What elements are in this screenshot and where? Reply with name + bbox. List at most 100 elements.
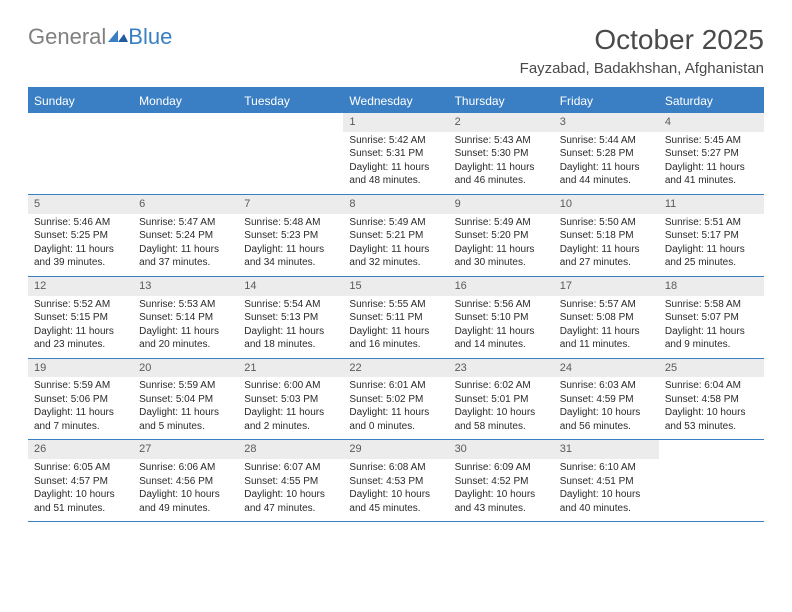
header: General Blue October 2025 Fayzabad, Bada… bbox=[28, 24, 764, 77]
calendar-cell: 5Sunrise: 5:46 AMSunset: 5:25 PMDaylight… bbox=[28, 195, 133, 276]
page-title: October 2025 bbox=[520, 24, 764, 56]
day-info: Sunrise: 5:55 AMSunset: 5:11 PMDaylight:… bbox=[343, 296, 448, 358]
calendar-cell: 17Sunrise: 5:57 AMSunset: 5:08 PMDayligh… bbox=[554, 277, 659, 358]
day-number: 26 bbox=[28, 440, 133, 459]
calendar-cell: 7Sunrise: 5:48 AMSunset: 5:23 PMDaylight… bbox=[238, 195, 343, 276]
calendar-cell: 18Sunrise: 5:58 AMSunset: 5:07 PMDayligh… bbox=[659, 277, 764, 358]
day-number: 5 bbox=[28, 195, 133, 214]
day-number: 16 bbox=[449, 277, 554, 296]
day-number: 2 bbox=[449, 113, 554, 132]
day-number: 30 bbox=[449, 440, 554, 459]
day-number: 4 bbox=[659, 113, 764, 132]
calendar-cell: 22Sunrise: 6:01 AMSunset: 5:02 PMDayligh… bbox=[343, 359, 448, 440]
day-number: 20 bbox=[133, 359, 238, 378]
day-info: Sunrise: 6:08 AMSunset: 4:53 PMDaylight:… bbox=[343, 459, 448, 521]
day-number: 12 bbox=[28, 277, 133, 296]
page-subtitle: Fayzabad, Badakhshan, Afghanistan bbox=[520, 60, 764, 77]
calendar-cell: 29Sunrise: 6:08 AMSunset: 4:53 PMDayligh… bbox=[343, 440, 448, 521]
day-number: 29 bbox=[343, 440, 448, 459]
calendar-cell: 1Sunrise: 5:42 AMSunset: 5:31 PMDaylight… bbox=[343, 113, 448, 194]
day-info: Sunrise: 5:49 AMSunset: 5:20 PMDaylight:… bbox=[449, 214, 554, 276]
calendar-cell bbox=[659, 440, 764, 521]
calendar-cell: 8Sunrise: 5:49 AMSunset: 5:21 PMDaylight… bbox=[343, 195, 448, 276]
day-info: Sunrise: 5:47 AMSunset: 5:24 PMDaylight:… bbox=[133, 214, 238, 276]
day-number: 7 bbox=[238, 195, 343, 214]
day-number: 9 bbox=[449, 195, 554, 214]
day-number: 6 bbox=[133, 195, 238, 214]
calendar-cell: 28Sunrise: 6:07 AMSunset: 4:55 PMDayligh… bbox=[238, 440, 343, 521]
day-number: 18 bbox=[659, 277, 764, 296]
day-info: Sunrise: 6:06 AMSunset: 4:56 PMDaylight:… bbox=[133, 459, 238, 521]
day-header: Sunday bbox=[28, 89, 133, 113]
calendar-cell: 13Sunrise: 5:53 AMSunset: 5:14 PMDayligh… bbox=[133, 277, 238, 358]
day-number: 15 bbox=[343, 277, 448, 296]
logo: General Blue bbox=[28, 24, 172, 50]
calendar-cell: 24Sunrise: 6:03 AMSunset: 4:59 PMDayligh… bbox=[554, 359, 659, 440]
calendar-week: 5Sunrise: 5:46 AMSunset: 5:25 PMDaylight… bbox=[28, 195, 764, 277]
day-number: 27 bbox=[133, 440, 238, 459]
calendar-cell: 26Sunrise: 6:05 AMSunset: 4:57 PMDayligh… bbox=[28, 440, 133, 521]
calendar-cell: 3Sunrise: 5:44 AMSunset: 5:28 PMDaylight… bbox=[554, 113, 659, 194]
calendar-cell bbox=[238, 113, 343, 194]
day-number: 21 bbox=[238, 359, 343, 378]
day-number: 17 bbox=[554, 277, 659, 296]
calendar-cell bbox=[133, 113, 238, 194]
calendar-cell: 27Sunrise: 6:06 AMSunset: 4:56 PMDayligh… bbox=[133, 440, 238, 521]
day-number: 10 bbox=[554, 195, 659, 214]
day-header: Saturday bbox=[659, 89, 764, 113]
day-headers-row: SundayMondayTuesdayWednesdayThursdayFrid… bbox=[28, 89, 764, 113]
calendar-cell: 23Sunrise: 6:02 AMSunset: 5:01 PMDayligh… bbox=[449, 359, 554, 440]
day-info: Sunrise: 5:46 AMSunset: 5:25 PMDaylight:… bbox=[28, 214, 133, 276]
day-number: 28 bbox=[238, 440, 343, 459]
calendar-cell: 19Sunrise: 5:59 AMSunset: 5:06 PMDayligh… bbox=[28, 359, 133, 440]
calendar-cell: 4Sunrise: 5:45 AMSunset: 5:27 PMDaylight… bbox=[659, 113, 764, 194]
day-info: Sunrise: 6:05 AMSunset: 4:57 PMDaylight:… bbox=[28, 459, 133, 521]
day-info: Sunrise: 5:44 AMSunset: 5:28 PMDaylight:… bbox=[554, 132, 659, 194]
day-number: 13 bbox=[133, 277, 238, 296]
day-info: Sunrise: 5:51 AMSunset: 5:17 PMDaylight:… bbox=[659, 214, 764, 276]
day-number: 1 bbox=[343, 113, 448, 132]
day-info: Sunrise: 6:04 AMSunset: 4:58 PMDaylight:… bbox=[659, 377, 764, 439]
day-number: 25 bbox=[659, 359, 764, 378]
calendar-cell: 31Sunrise: 6:10 AMSunset: 4:51 PMDayligh… bbox=[554, 440, 659, 521]
calendar-cell: 11Sunrise: 5:51 AMSunset: 5:17 PMDayligh… bbox=[659, 195, 764, 276]
calendar-cell: 15Sunrise: 5:55 AMSunset: 5:11 PMDayligh… bbox=[343, 277, 448, 358]
day-header: Thursday bbox=[449, 89, 554, 113]
day-header: Wednesday bbox=[343, 89, 448, 113]
day-number: 31 bbox=[554, 440, 659, 459]
calendar-cell: 16Sunrise: 5:56 AMSunset: 5:10 PMDayligh… bbox=[449, 277, 554, 358]
calendar-cell: 9Sunrise: 5:49 AMSunset: 5:20 PMDaylight… bbox=[449, 195, 554, 276]
day-info: Sunrise: 5:53 AMSunset: 5:14 PMDaylight:… bbox=[133, 296, 238, 358]
day-number: 24 bbox=[554, 359, 659, 378]
day-info: Sunrise: 5:59 AMSunset: 5:04 PMDaylight:… bbox=[133, 377, 238, 439]
day-info: Sunrise: 5:43 AMSunset: 5:30 PMDaylight:… bbox=[449, 132, 554, 194]
day-info: Sunrise: 6:09 AMSunset: 4:52 PMDaylight:… bbox=[449, 459, 554, 521]
day-info: Sunrise: 5:54 AMSunset: 5:13 PMDaylight:… bbox=[238, 296, 343, 358]
day-info: Sunrise: 5:49 AMSunset: 5:21 PMDaylight:… bbox=[343, 214, 448, 276]
day-info: Sunrise: 6:02 AMSunset: 5:01 PMDaylight:… bbox=[449, 377, 554, 439]
day-number: 23 bbox=[449, 359, 554, 378]
day-header: Monday bbox=[133, 89, 238, 113]
day-header: Tuesday bbox=[238, 89, 343, 113]
calendar-week: 1Sunrise: 5:42 AMSunset: 5:31 PMDaylight… bbox=[28, 113, 764, 195]
day-info: Sunrise: 6:03 AMSunset: 4:59 PMDaylight:… bbox=[554, 377, 659, 439]
day-number: 3 bbox=[554, 113, 659, 132]
calendar-week: 12Sunrise: 5:52 AMSunset: 5:15 PMDayligh… bbox=[28, 277, 764, 359]
day-info: Sunrise: 5:52 AMSunset: 5:15 PMDaylight:… bbox=[28, 296, 133, 358]
calendar-cell: 25Sunrise: 6:04 AMSunset: 4:58 PMDayligh… bbox=[659, 359, 764, 440]
calendar-week: 26Sunrise: 6:05 AMSunset: 4:57 PMDayligh… bbox=[28, 440, 764, 522]
calendar-cell: 20Sunrise: 5:59 AMSunset: 5:04 PMDayligh… bbox=[133, 359, 238, 440]
day-info: Sunrise: 5:45 AMSunset: 5:27 PMDaylight:… bbox=[659, 132, 764, 194]
day-info: Sunrise: 5:56 AMSunset: 5:10 PMDaylight:… bbox=[449, 296, 554, 358]
day-info: Sunrise: 5:48 AMSunset: 5:23 PMDaylight:… bbox=[238, 214, 343, 276]
day-info: Sunrise: 5:57 AMSunset: 5:08 PMDaylight:… bbox=[554, 296, 659, 358]
day-info: Sunrise: 6:01 AMSunset: 5:02 PMDaylight:… bbox=[343, 377, 448, 439]
calendar-cell: 6Sunrise: 5:47 AMSunset: 5:24 PMDaylight… bbox=[133, 195, 238, 276]
calendar-cell: 14Sunrise: 5:54 AMSunset: 5:13 PMDayligh… bbox=[238, 277, 343, 358]
day-number: 22 bbox=[343, 359, 448, 378]
day-info: Sunrise: 6:07 AMSunset: 4:55 PMDaylight:… bbox=[238, 459, 343, 521]
logo-icon bbox=[108, 24, 128, 50]
day-info: Sunrise: 6:00 AMSunset: 5:03 PMDaylight:… bbox=[238, 377, 343, 439]
day-number: 11 bbox=[659, 195, 764, 214]
day-info: Sunrise: 5:50 AMSunset: 5:18 PMDaylight:… bbox=[554, 214, 659, 276]
